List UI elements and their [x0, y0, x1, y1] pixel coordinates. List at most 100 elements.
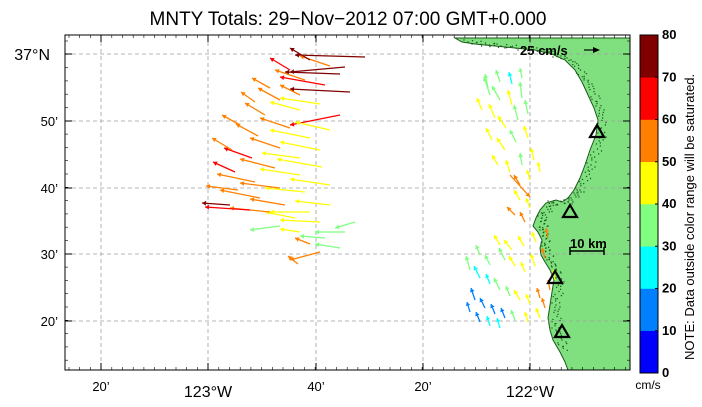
current-vector	[239, 158, 276, 169]
radar-station-marker	[546, 268, 564, 285]
colorbar-tick-label: 60	[662, 112, 676, 127]
current-vector-head	[295, 199, 300, 204]
current-vector-head	[475, 245, 480, 250]
current-vector-head	[212, 138, 217, 143]
current-vector-head	[473, 266, 478, 271]
radar-station-marker	[588, 122, 606, 139]
current-vector-head	[529, 148, 535, 153]
current-vector-head	[483, 74, 489, 79]
current-vector-head	[479, 298, 484, 303]
current-vector-head	[514, 190, 519, 195]
current-vector-head	[206, 184, 211, 189]
colorbar-tick-label: 20	[662, 281, 676, 296]
colorbar-note: NOTE: Data outside color range will be s…	[682, 74, 697, 360]
current-vector-head	[270, 128, 275, 134]
current-vector-head	[510, 310, 515, 315]
current-vector-head	[475, 312, 480, 317]
current-vector	[289, 66, 346, 73]
current-vector	[289, 251, 321, 261]
current-vector-head	[518, 82, 523, 87]
colorbar-tick-label: 0	[662, 365, 669, 380]
current-vector-head	[520, 262, 525, 267]
current-vector-head	[494, 235, 499, 240]
current-vector-head	[509, 256, 514, 261]
current-vector-head	[295, 120, 300, 126]
radar-station-marker	[561, 202, 579, 219]
current-vector-head	[491, 86, 497, 91]
current-vector-head	[213, 161, 218, 166]
current-vector	[205, 185, 239, 191]
current-vector-head	[464, 256, 470, 261]
current-vector-head	[240, 181, 245, 186]
grid-lines	[65, 35, 630, 370]
current-vector-head	[222, 114, 227, 120]
current-vector-head	[290, 48, 295, 53]
current-vector-head	[535, 288, 541, 293]
current-vector	[239, 182, 281, 189]
x-tick-label: 20’	[92, 379, 109, 394]
scale-vector-label: 25 cm/s	[520, 43, 568, 58]
current-vector-head	[202, 200, 207, 206]
colorbar-tick-label: 40	[662, 196, 676, 211]
scale-bar	[569, 247, 605, 255]
current-vector	[289, 178, 331, 186]
current-vector-head	[485, 128, 490, 133]
current-vector-head	[525, 294, 530, 299]
current-vector-head	[315, 229, 319, 235]
map-title: MNTY Totals: 29−Nov−2012 07:00 GMT+0.000	[150, 9, 547, 30]
current-vector	[261, 152, 301, 159]
colorbar-segment	[640, 77, 658, 120]
current-vector-head	[505, 286, 510, 291]
current-vector-head	[277, 157, 282, 163]
current-vector-head	[250, 227, 255, 232]
current-vector-head	[484, 255, 489, 260]
x-tick-label: 40’	[307, 379, 324, 394]
current-vector-head	[250, 197, 255, 203]
radar-station-marker	[553, 322, 571, 339]
colorbar-segment	[640, 246, 658, 289]
land-mass	[453, 37, 631, 371]
colorbar-segment	[640, 204, 658, 247]
current-vector	[284, 71, 341, 75]
current-vector	[279, 97, 321, 105]
y-tick-label: 30’	[41, 247, 58, 262]
current-vector-head	[525, 198, 530, 203]
current-vector-head	[280, 227, 285, 232]
current-vector-head	[290, 121, 295, 127]
current-vector	[216, 173, 256, 183]
current-vector-head	[469, 288, 475, 293]
current-vector-head	[523, 100, 529, 105]
current-vector-head	[525, 170, 531, 175]
current-vector-head	[507, 72, 513, 77]
current-vector-head	[275, 68, 280, 74]
map-area	[65, 35, 630, 370]
current-vector-head	[518, 68, 523, 72]
current-vector-head	[290, 177, 295, 182]
radar-stations	[546, 122, 606, 339]
colorbar-segment	[640, 119, 658, 163]
current-vector-head	[241, 92, 246, 97]
current-vector-head	[498, 116, 503, 121]
current-vector-head	[280, 217, 285, 223]
current-vector-head	[224, 147, 229, 152]
current-vector	[249, 198, 286, 206]
colorbar-tick-label: 80	[662, 27, 676, 42]
scale-bar-label: 10 km	[570, 236, 607, 251]
current-vector	[249, 137, 281, 149]
current-vector	[249, 225, 281, 231]
current-vector-head	[262, 151, 267, 156]
current-vector-head	[522, 126, 528, 131]
current-vector	[269, 101, 301, 111]
current-vectors	[201, 47, 556, 329]
colorbar-tick-label: 30	[662, 238, 676, 253]
current-vector-head	[535, 308, 540, 313]
current-vector-head	[290, 86, 295, 92]
current-vector-head	[509, 130, 514, 135]
current-vector	[219, 189, 261, 199]
colorbar-tick-label: 10	[662, 323, 676, 338]
current-vector-head	[518, 153, 524, 158]
colorbar-ticks: 80 70 60 50 40 30 20 10 0	[655, 27, 676, 380]
current-vector	[294, 121, 331, 131]
current-vector-head	[498, 248, 503, 253]
current-vector-head	[490, 304, 495, 309]
